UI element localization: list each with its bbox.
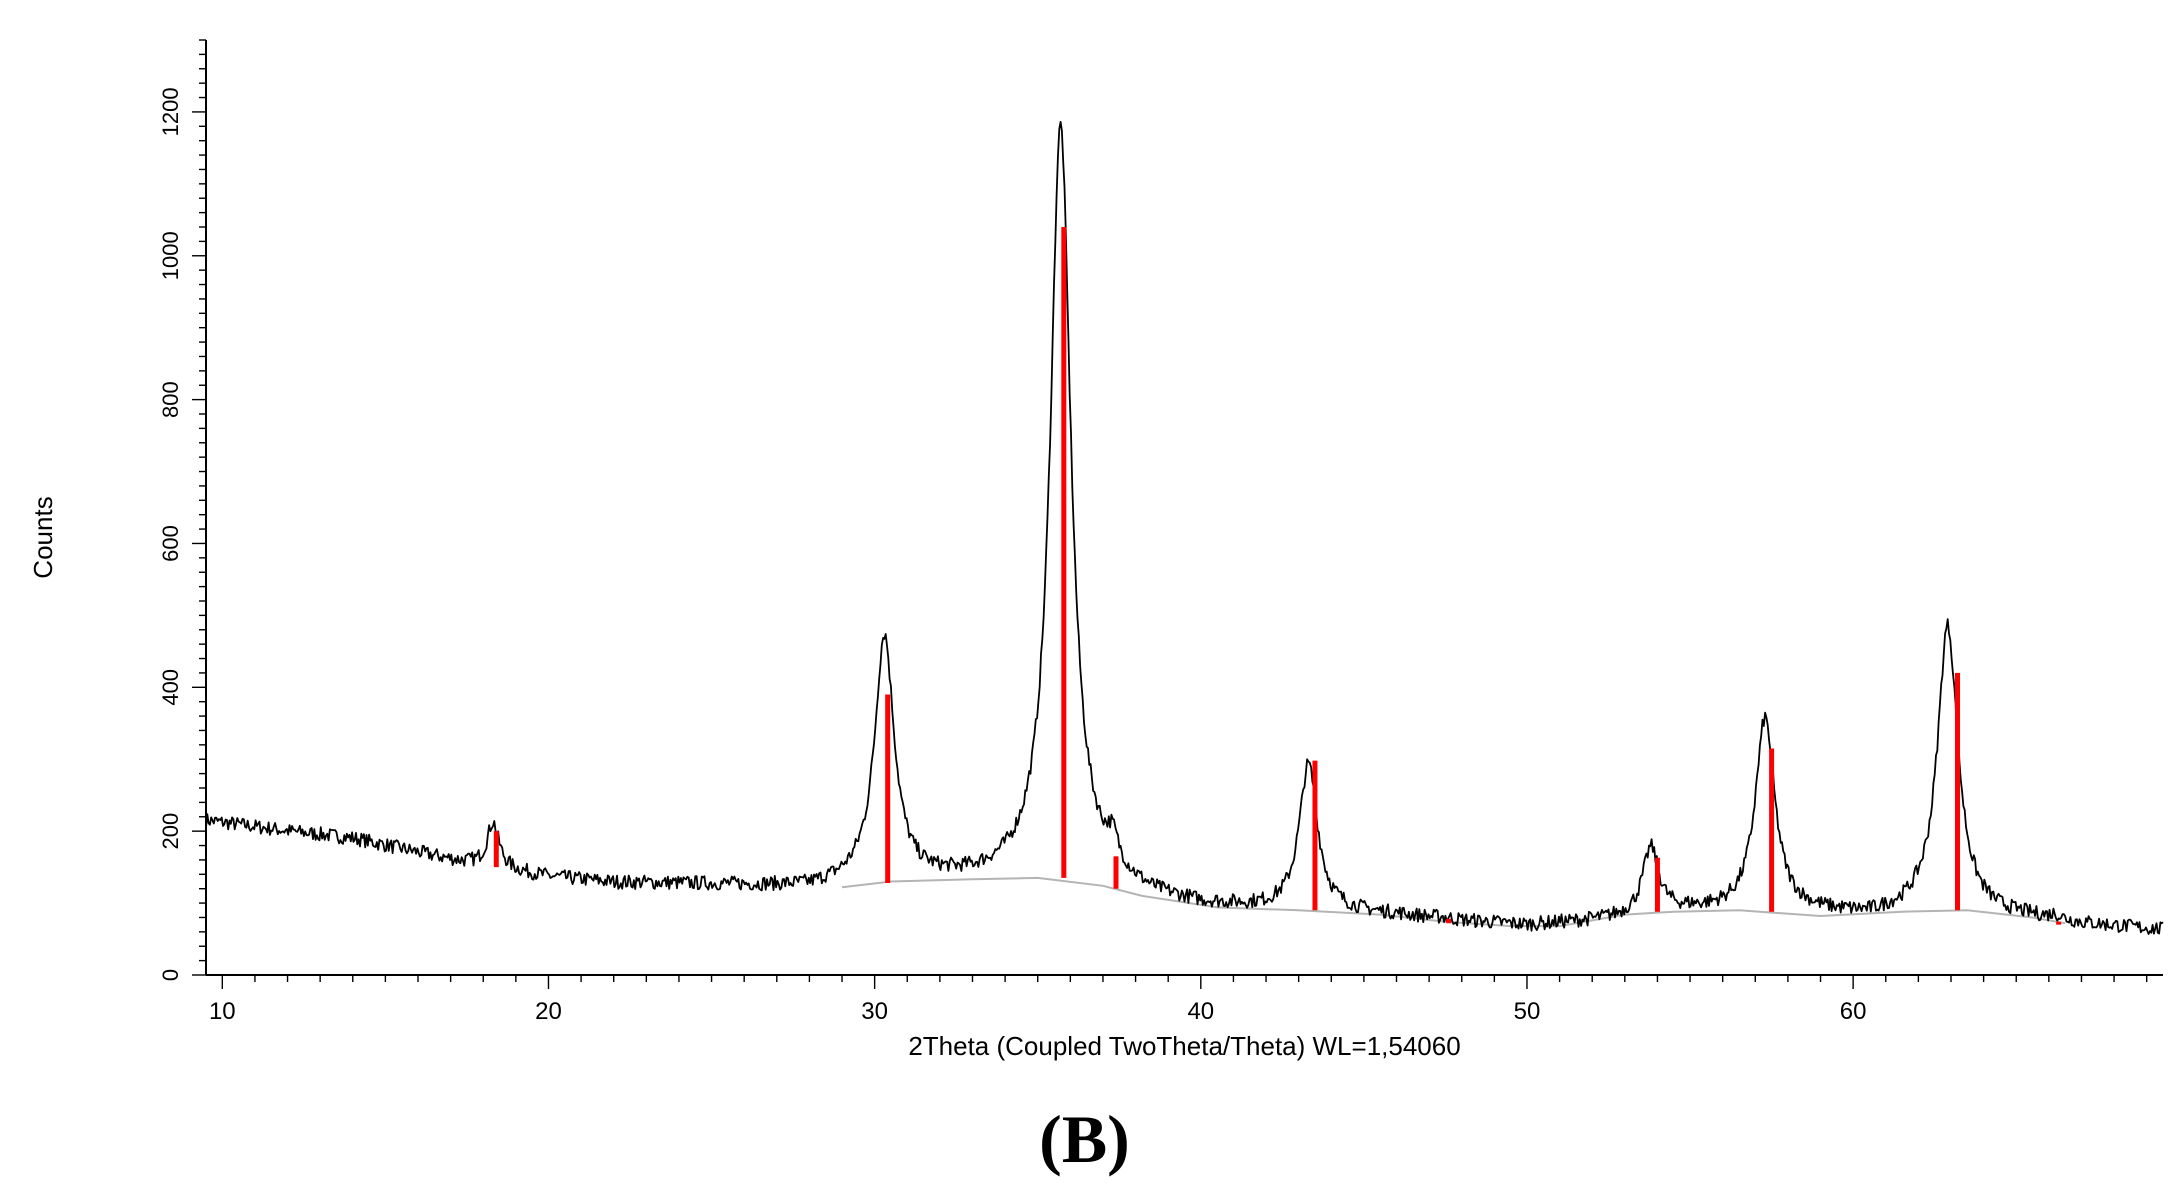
y-tick-label: 200 (158, 813, 183, 850)
x-tick-label: 20 (535, 998, 562, 1025)
y-axis-label: Counts (28, 496, 58, 578)
tick-label-layer: 0 200 400 600 800 1000 1200 10 20 30 40 50 60 (158, 87, 1866, 1025)
x-tick-label: 10 (209, 998, 236, 1025)
diffraction-trace (205, 121, 2164, 935)
x-tick-label: 40 (1187, 998, 1214, 1025)
diffraction-trace-layer (205, 121, 2164, 935)
x-tick-label: 30 (861, 998, 888, 1025)
y-tick-label: 1000 (158, 231, 183, 280)
y-tick-label: 1200 (158, 87, 183, 136)
tick-layer (192, 39, 2148, 989)
y-tick-label: 0 (158, 969, 183, 981)
background-fit-curve (841, 876, 2066, 928)
axes-layer (205, 40, 2163, 976)
reference-peaks-layer (493, 227, 2062, 925)
x-tick-label: 50 (1514, 998, 1541, 1025)
y-tick-label: 400 (158, 669, 183, 706)
x-tick-label: 60 (1840, 998, 1867, 1025)
y-tick-label: 800 (158, 381, 183, 418)
y-tick-label: 600 (158, 525, 183, 562)
background-fit-layer (841, 876, 2066, 928)
panel-label: (B) (1039, 1101, 1130, 1177)
x-axis-label: 2Theta (Coupled TwoTheta/Theta) WL=1,540… (908, 1031, 1460, 1061)
